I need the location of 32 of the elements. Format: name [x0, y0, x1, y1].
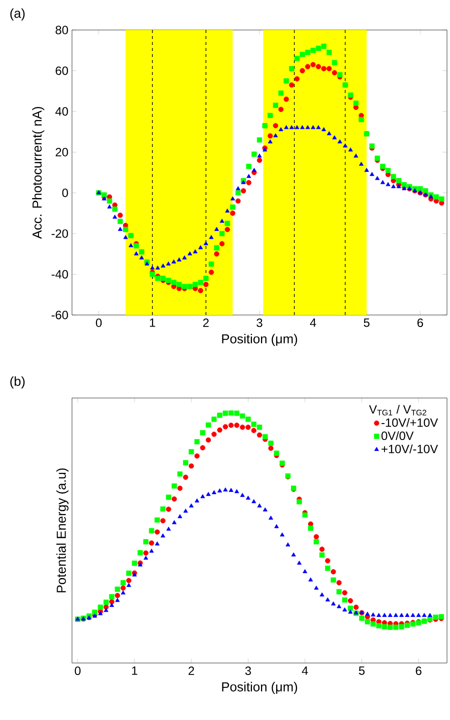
x-tick-label: 3 [256, 318, 262, 328]
y-tick-label: 20 [56, 148, 68, 156]
x-tick-label: 0 [96, 318, 102, 328]
legend-label: 0V/0V [381, 431, 414, 440]
y-axis-title: Acc. Photocurrent( nA) [32, 106, 44, 239]
y-tick-label: -20 [52, 229, 68, 238]
x-tick-label: 4 [310, 318, 316, 327]
x-tick-label: 1 [150, 318, 156, 327]
y-tick-label: 80 [56, 26, 68, 34]
legend-title: V$_{TG1}$ / V$_{TG2}$ [369, 404, 426, 416]
x-tick-label: 6 [416, 666, 422, 676]
x-tick-label: 6 [417, 318, 424, 328]
x-tick-label: 2 [188, 666, 194, 675]
x-axis-title: Position (μm) [222, 334, 298, 346]
chart-title: (b) [10, 376, 25, 388]
y-tick-label: -40 [52, 270, 68, 279]
y-axis-title: Potential Energy (a.u) [56, 468, 68, 592]
y-tick-label: -60 [52, 310, 68, 320]
legend-label: -10V/+10V [382, 418, 438, 427]
x-tick-label: 5 [364, 318, 370, 327]
chart-title: (a) [10, 8, 25, 20]
y-tick-label: 60 [56, 66, 68, 75]
x-tick-label: 4 [302, 666, 308, 675]
x-tick-label: 0 [74, 666, 81, 676]
legend-label: +10V/-10V [382, 444, 438, 454]
x-tick-label: 1 [132, 666, 138, 675]
y-tick-label: 40 [55, 107, 68, 116]
x-tick-label: 5 [358, 666, 365, 675]
x-axis-title: Position (μm) [222, 682, 298, 694]
x-tick-label: 3 [245, 666, 251, 676]
x-tick-label: 2 [203, 318, 209, 327]
y-tick-label: 0 [62, 188, 68, 198]
